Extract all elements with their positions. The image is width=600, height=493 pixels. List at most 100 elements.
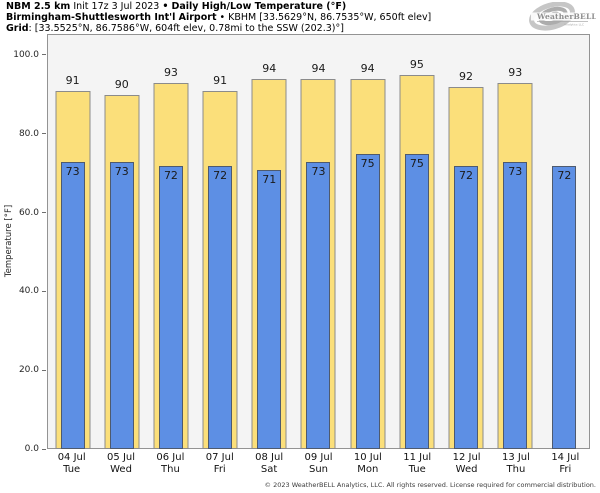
low-bar [454,165,479,449]
grid-label: Grid [6,23,29,34]
high-value-label: 94 [360,62,375,76]
low-value-label: 72 [557,168,572,182]
low-value-label: 75 [409,156,424,170]
weatherbell-logo: WeatherBELL Analytics LLC [526,1,597,32]
x-tick-label: 05 Jul Wed [96,452,145,475]
high-value-label: 94 [262,62,277,76]
y-tick-mark [42,133,46,135]
x-tick-label: 04 Jul Tue [47,452,96,475]
low-value-label: 71 [262,172,277,186]
x-tick-date: 10 Jul [353,452,382,463]
y-tick-mark [42,212,46,214]
grid-info: : [33.5525°N, 86.7586°W, 604ft elev, 0.7… [28,23,344,34]
y-tick-label: 80.0 [18,128,39,139]
title-separator: • [162,1,169,12]
x-tick-date: 06 Jul [156,452,185,463]
low-bar [552,165,577,449]
init-time: Init 17z 3 Jul 2023 [73,1,160,12]
low-value-label: 73 [508,164,523,178]
x-tick-weekday: Mon [357,463,379,475]
low-value-label: 73 [114,164,129,178]
x-tick-weekday: Thu [161,463,180,475]
low-bar [208,165,233,449]
y-tick-mark [42,448,46,450]
svg-text:WeatherBELL: WeatherBELL [536,12,596,21]
y-tick-label: 100.0 [13,49,39,60]
low-bar [158,165,183,449]
y-tick-mark [42,369,46,371]
x-tick-date: 13 Jul [501,452,530,463]
bar-group: 91 72 [196,35,245,449]
x-tick-weekday: Tue [63,463,81,475]
low-bar [109,161,134,449]
model-name: NBM 2.5 km [6,1,71,12]
low-bar [404,153,429,449]
x-tick-label: 13 Jul Thu [491,452,540,475]
low-value-label: 75 [360,156,375,170]
y-tick-label: 40.0 [18,286,39,297]
title-line: NBM 2.5 km Init 17z 3 Jul 2023 • Daily Hig… [6,1,431,12]
x-tick-weekday: Sat [260,463,278,475]
y-tick-label: 20.0 [18,365,39,376]
low-value-label: 73 [311,164,326,178]
x-tick-weekday: Tue [408,463,426,475]
x-tick-weekday: Fri [559,463,572,475]
bar-group: 72 [540,35,589,449]
y-tick-mark [42,54,46,56]
x-tick-label: 06 Jul Thu [146,452,195,475]
bars-container: 91 73 90 73 93 72 91 72 94 71 94 73 94 75 95 75 92 72 93 73… [48,35,589,449]
copyright-text: © 2023 WeatherBELL Analytics, LLC. All r… [264,481,596,489]
x-tick-weekday: Thu [506,463,526,475]
chart-header: NBM 2.5 km Init 17z 3 Jul 2023 • Daily Hig… [6,1,431,34]
bar-group: 94 73 [294,35,343,449]
x-tick-date: 05 Jul [107,452,136,463]
bar-group: 94 75 [343,35,392,449]
low-bar [306,161,331,449]
x-tick-label: 12 Jul Wed [442,452,491,475]
x-tick-label: 08 Jul Sat [244,452,293,475]
high-value-label: 91 [65,74,80,88]
low-value-label: 72 [459,168,474,182]
high-value-label: 93 [508,66,523,80]
x-tick-date: 08 Jul [255,452,284,463]
high-value-label: 94 [311,62,326,76]
x-tick-weekday: Fri [213,463,226,475]
x-tick-label: 10 Jul Mon [343,452,392,475]
high-value-label: 92 [459,70,474,84]
x-tick-date: 07 Jul [205,452,234,463]
x-tick-date: 09 Jul [304,452,333,463]
bar-group: 93 72 [146,35,195,449]
bar-group: 93 73 [491,35,540,449]
high-value-label: 93 [163,66,178,80]
low-value-label: 72 [213,168,228,182]
station-line: Birmingham-Shuttlesworth Int'l Airport • K… [6,12,431,23]
product-title: Daily High/Low Temperature (°F) [171,1,347,12]
x-tick-label: 11 Jul Tue [393,452,442,475]
y-axis: 0.0 20.0 40.0 60.0 80.0 100.0 [0,34,47,454]
station-info: KBHM [33.5629°N, 86.7535°W, 650ft elev] [228,12,432,23]
x-tick-date: 12 Jul [452,452,481,463]
low-bar [355,153,380,449]
x-tick-date: 11 Jul [403,452,432,463]
x-tick-date: 14 Jul [551,452,580,463]
low-bar [257,169,282,449]
weatherbell-swirl-icon: WeatherBELL Analytics LLC [529,1,597,31]
y-tick-label: 60.0 [18,207,39,218]
grid-line: Grid: [33.5525°N, 86.7586°W, 604ft elev,… [6,23,431,34]
svg-text:Analytics LLC: Analytics LLC [564,23,584,27]
y-tick-label: 0.0 [24,444,39,454]
high-value-label: 90 [114,78,129,92]
plot-area: 91 73 90 73 93 72 91 72 94 71 94 73 94 75 95 75 92 72 93 73… [47,34,590,449]
bar-group: 95 75 [392,35,441,449]
high-value-label: 95 [409,58,424,72]
station-name: Birmingham-Shuttlesworth Int'l Airport [6,12,217,23]
x-tick-label: 14 Jul Fri [541,452,590,475]
x-tick-label: 09 Jul Sun [294,452,343,475]
station-separator: • [219,12,226,23]
bar-group: 92 72 [441,35,490,449]
y-axis-label: Temperature [°F] [4,204,14,278]
x-tick-weekday: Sun [308,463,328,475]
x-tick-label: 07 Jul Fri [195,452,244,475]
low-value-label: 72 [163,168,178,182]
high-value-label: 91 [213,74,228,88]
